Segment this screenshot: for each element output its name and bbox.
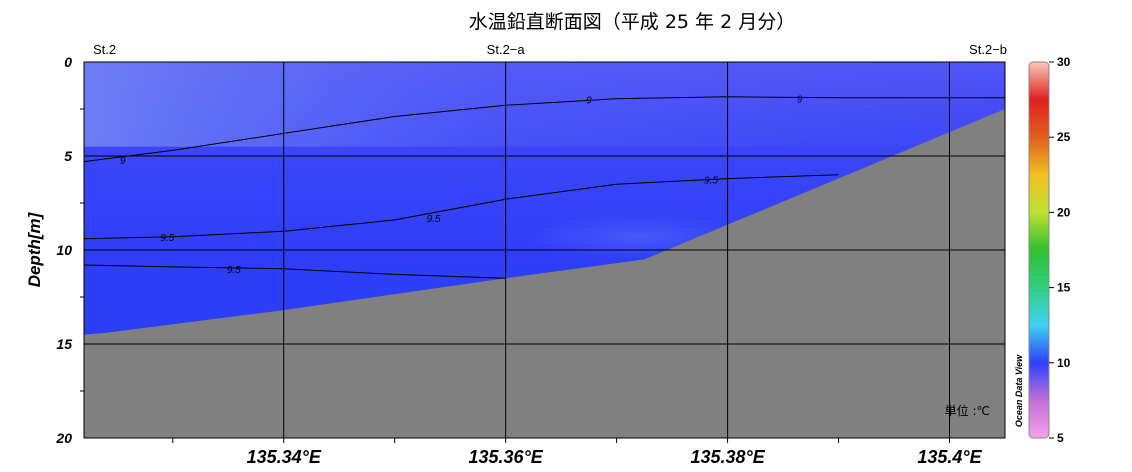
colorbar-tick-label-2: 15 bbox=[1057, 281, 1071, 295]
contour-label-2-0: 9.5 bbox=[227, 265, 241, 276]
station-label-2: St.2−b bbox=[969, 42, 1007, 57]
contour-label-0-1: 9 bbox=[586, 96, 592, 107]
station-label-0: St.2 bbox=[93, 42, 116, 57]
station-label-1: St.2−a bbox=[487, 42, 526, 57]
contour-label-1-2: 9.5 bbox=[704, 176, 718, 187]
surface-layer bbox=[84, 62, 1005, 147]
y-axis-label: Depth[m] bbox=[25, 211, 44, 287]
contour-label-0-2: 9 bbox=[797, 95, 803, 106]
y-tick-label-2: 10 bbox=[56, 242, 72, 258]
unit-label: 単位 :℃ bbox=[945, 403, 990, 418]
y-tick-label-1: 5 bbox=[64, 148, 72, 164]
x-tick-label-3: 135.4°E bbox=[917, 447, 982, 467]
x-tick-label-2: 135.38°E bbox=[690, 447, 765, 467]
colorbar-ramp bbox=[1028, 61, 1050, 439]
x-tick-label-0: 135.34°E bbox=[247, 447, 322, 467]
y-tick-label-0: 0 bbox=[64, 54, 72, 70]
contour-label-1-1: 9.5 bbox=[427, 214, 441, 225]
x-tick-label-1: 135.36°E bbox=[469, 447, 544, 467]
colorbar: 5 10 15 20 25 30 bbox=[1028, 55, 1071, 445]
colorbar-tick-label-4: 25 bbox=[1057, 130, 1071, 144]
chart-title: 水温鉛直断面図（平成 25 年 2 月分） bbox=[469, 11, 795, 33]
y-tick-label-4: 20 bbox=[55, 430, 72, 446]
colorbar-tick-label-3: 20 bbox=[1057, 205, 1071, 219]
colorbar-tick-label-5: 30 bbox=[1057, 55, 1071, 69]
credit-label: Ocean Data View bbox=[1014, 354, 1024, 427]
plot-inner: 9 9 9 9.5 9.5 9.5 9.5 bbox=[84, 62, 1005, 438]
seabed-polygon bbox=[84, 109, 1005, 438]
contour-label-1-0: 9.5 bbox=[160, 233, 174, 244]
contour-line-1 bbox=[84, 174, 839, 240]
contour-label-0-0: 9 bbox=[120, 156, 126, 167]
title-box bbox=[433, 6, 831, 36]
y-tick-label-3: 15 bbox=[56, 336, 72, 352]
plot-area: 9 9 9 9.5 9.5 9.5 9.5 135.34°E 135.36°E 135.38°E 1… bbox=[55, 42, 1007, 467]
colorbar-tick-label-1: 10 bbox=[1057, 356, 1071, 370]
plot-frame bbox=[83, 61, 1006, 439]
colorbar-tick-label-0: 5 bbox=[1057, 431, 1064, 445]
